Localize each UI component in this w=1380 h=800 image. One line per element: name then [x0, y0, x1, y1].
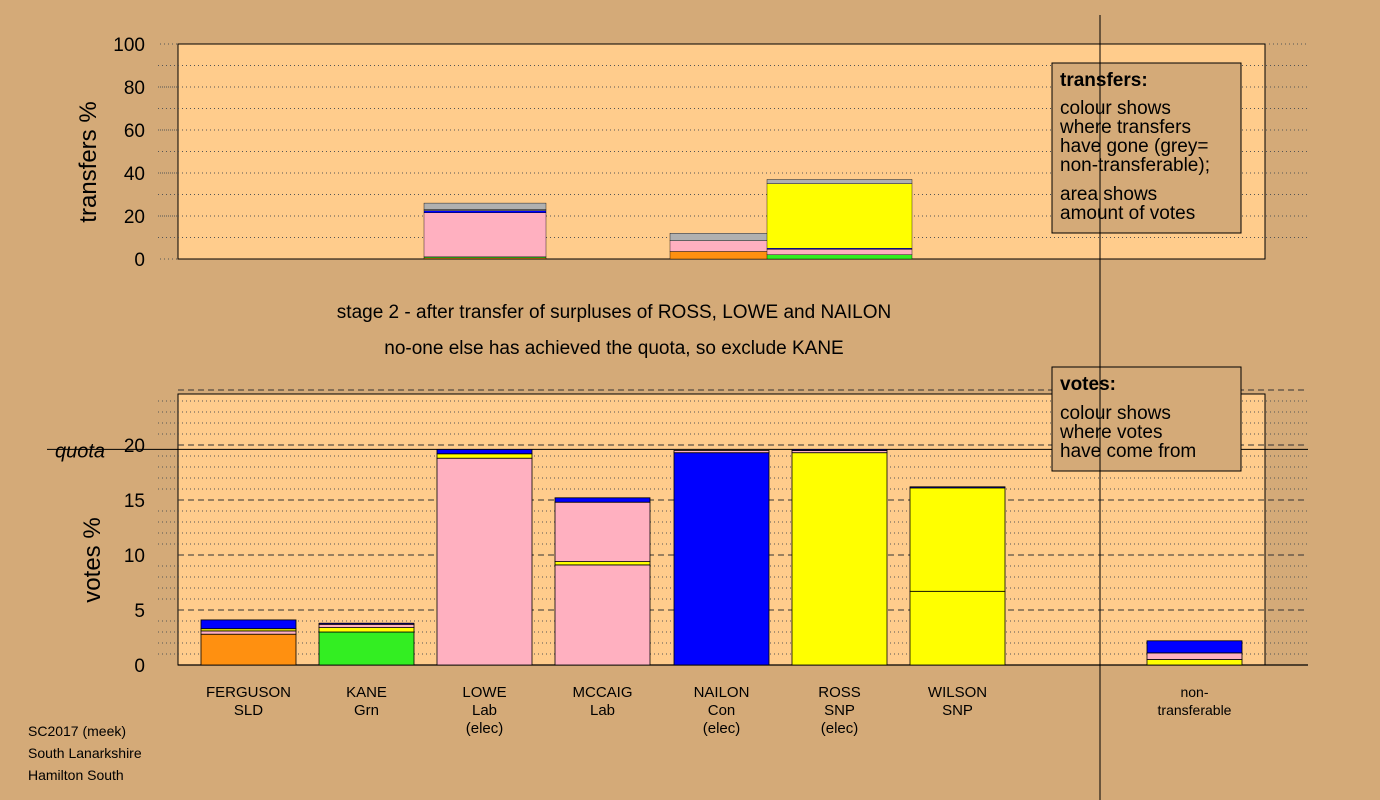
y-tick-label: 15 — [124, 491, 145, 512]
vote-segment — [200, 630, 297, 635]
candidate-party: Con — [708, 702, 736, 719]
votes-legend: votes: colour shows where votes have com… — [1051, 366, 1242, 472]
votes-y-ticks: 0 5 10 15 20 — [124, 436, 145, 677]
candidate-party: Lab — [590, 702, 615, 719]
y-tick-label: 20 — [124, 436, 145, 457]
vote-segment — [1146, 652, 1243, 660]
vote-segment — [1146, 640, 1243, 654]
y-tick-label: 40 — [124, 164, 145, 185]
quota-label: quota — [55, 440, 105, 462]
candidate-elected: (elec) — [821, 720, 859, 737]
candidate-name: LOWE — [462, 684, 506, 701]
y-tick-label: 60 — [124, 121, 145, 142]
candidate-party: transferable — [1158, 702, 1232, 718]
votes-bars — [200, 448, 1243, 666]
vote-segment — [909, 487, 1006, 592]
vote-segment — [791, 448, 888, 451]
y-tick-label: 10 — [124, 546, 145, 567]
candidate-name: KANE — [346, 684, 387, 701]
votes-y-axis-label: votes % — [79, 517, 106, 602]
votes-legend-title: votes: — [1060, 374, 1116, 395]
vote-segment — [318, 631, 415, 666]
transfers-legend-title: transfers: — [1060, 70, 1148, 91]
footer-ward: Hamilton South — [28, 767, 124, 783]
stage-action: no-one else has achieved the quota, so e… — [384, 338, 843, 359]
transfers-legend-line: have gone (grey= — [1060, 136, 1208, 157]
vote-segment — [318, 627, 415, 633]
vote-segment — [554, 501, 651, 563]
candidate-party: Grn — [354, 702, 379, 719]
vote-segment — [200, 619, 297, 630]
candidate-party: SNP — [942, 702, 973, 719]
transfers-y-ticks: 0 20 40 60 80 100 — [113, 35, 178, 271]
transfers-y-axis-label: transfers % — [75, 101, 102, 222]
transfers-legend-line: where transfers — [1059, 117, 1191, 138]
transfers-legend-line: non-transferable); — [1060, 155, 1210, 176]
vote-segment — [318, 622, 415, 625]
transfer-segment — [423, 210, 547, 213]
candidate-labels: FERGUSONSLDKANEGrnLOWELab(elec)MCCAIGLab… — [206, 684, 1232, 737]
vote-segment — [909, 590, 1006, 666]
y-tick-label: 80 — [124, 78, 145, 99]
vote-segment — [673, 452, 770, 666]
candidate-elected: (elec) — [466, 720, 504, 737]
vote-segment — [1146, 659, 1243, 666]
vote-segment — [554, 564, 651, 666]
candidate-name: NAILON — [694, 684, 750, 701]
candidate-party: SLD — [234, 702, 263, 719]
transfer-segment — [423, 202, 547, 210]
candidate-elected: (elec) — [703, 720, 741, 737]
candidate-name: ROSS — [818, 684, 861, 701]
vote-segment — [673, 450, 770, 454]
transfer-segment — [766, 254, 913, 260]
candidate-name: FERGUSON — [206, 684, 291, 701]
y-tick-label: 5 — [134, 601, 145, 622]
y-tick-label: 20 — [124, 207, 145, 228]
votes-legend-line: colour shows — [1060, 403, 1171, 424]
votes-legend-line: have come from — [1060, 441, 1196, 462]
candidate-name: non- — [1180, 684, 1208, 700]
vote-segment — [436, 453, 533, 459]
candidate-name: WILSON — [928, 684, 987, 701]
transfer-segment — [669, 232, 774, 241]
candidate-party: SNP — [824, 702, 855, 719]
transfers-legend-line: colour shows — [1060, 98, 1171, 119]
vote-segment — [554, 497, 651, 503]
transfer-segment — [766, 249, 913, 255]
y-tick-label: 100 — [113, 35, 145, 56]
vote-segment — [200, 633, 297, 666]
vote-segment — [791, 452, 888, 666]
transfer-segment — [669, 240, 774, 252]
transfer-segment — [766, 183, 913, 249]
vote-segment — [909, 486, 1006, 489]
y-tick-label: 0 — [134, 250, 145, 271]
vote-segment — [554, 561, 651, 566]
stage-description: stage 2 - after transfer of surpluses of… — [337, 302, 891, 323]
candidate-name: MCCAIG — [573, 684, 633, 701]
votes-legend-line: where votes — [1059, 422, 1162, 443]
y-tick-label: 0 — [134, 656, 145, 677]
vote-segment — [436, 457, 533, 666]
footer-council: South Lanarkshire — [28, 745, 142, 761]
transfers-legend-line: amount of votes — [1060, 203, 1195, 224]
vote-segment — [436, 448, 533, 455]
candidate-party: Lab — [472, 702, 497, 719]
transfer-segment — [423, 212, 547, 258]
transfers-legend: transfers: colour shows where transfers … — [1051, 62, 1242, 234]
transfers-legend-line: area shows — [1060, 184, 1157, 205]
transfer-segment — [766, 179, 913, 184]
footer-source: SC2017 (meek) — [28, 723, 126, 739]
transfer-segment — [669, 251, 774, 260]
transfers-bars — [423, 179, 913, 260]
vote-segment — [318, 623, 415, 628]
